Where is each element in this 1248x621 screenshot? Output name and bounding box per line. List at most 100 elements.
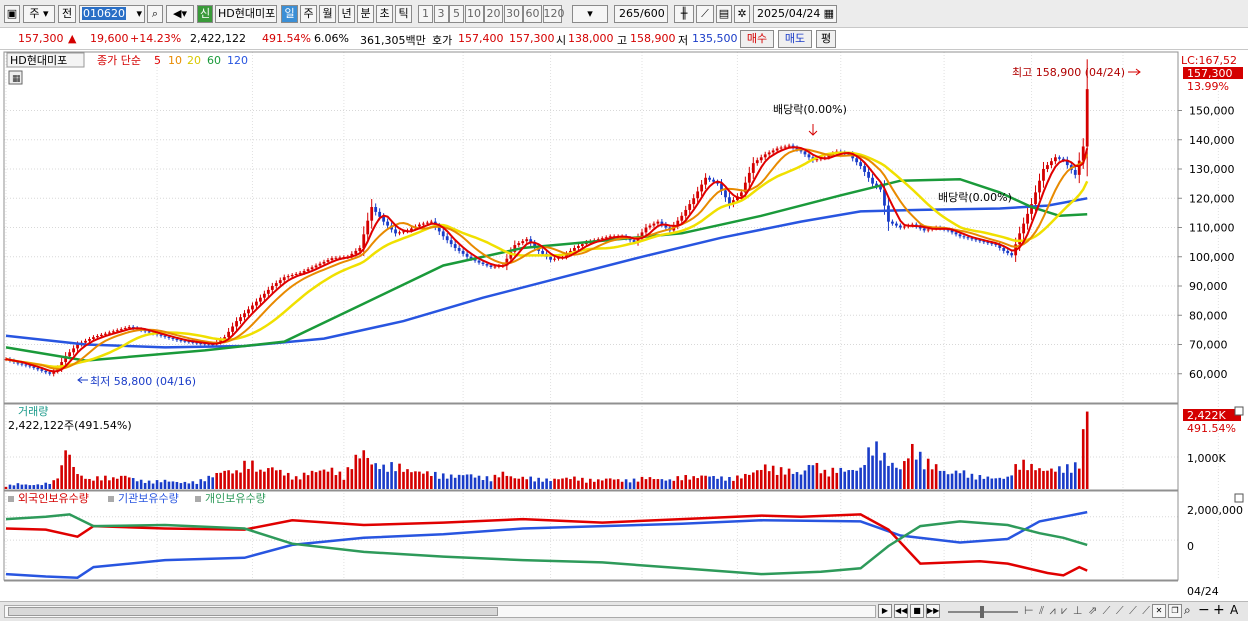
volume-bar <box>437 478 441 489</box>
scroll-thumb[interactable] <box>8 607 498 616</box>
magnifier-icon[interactable]: ⌕ <box>1184 603 1191 617</box>
period-tab-6[interactable]: 틱 <box>395 5 412 23</box>
interval-tab-5[interactable]: 5 <box>449 5 464 23</box>
zoom-out-icon[interactable]: − <box>1198 602 1210 618</box>
stock-code-input[interactable]: 010620 ▾ <box>79 5 145 23</box>
volume-bar <box>271 467 274 489</box>
period-tab-3[interactable]: 년 <box>338 5 355 23</box>
eval-button[interactable]: 평 <box>816 30 836 48</box>
date-axis-strip <box>0 581 1248 601</box>
volume-bar <box>565 477 568 489</box>
copy-icon[interactable]: ❐ <box>1168 604 1182 618</box>
candle-body <box>489 265 493 267</box>
volume-value: 2,422,122 <box>190 32 246 45</box>
candle-body <box>688 204 692 210</box>
interval-tab-120[interactable]: 120 <box>542 5 565 23</box>
save-icon[interactable]: ▤ <box>716 5 732 23</box>
period-tab-1[interactable]: 주 <box>300 5 317 23</box>
period-tab-4[interactable]: 분 <box>357 5 374 23</box>
candle-body <box>759 157 763 161</box>
period-type-select[interactable]: 주 ▾ <box>23 5 55 23</box>
price-tick-label: 70,000 <box>1189 339 1228 352</box>
candle-body <box>720 183 723 191</box>
eraser-icon[interactable]: ✕ <box>1152 604 1166 618</box>
drawing-tools-icon[interactable]: ⊢ ⫽ ⩘ ⩗ ⊥ ⇗ ⟋ ⟋ ⟋ ⟋ <box>1024 604 1151 617</box>
period-tab-0[interactable]: 일 <box>281 5 298 23</box>
count-field[interactable]: 265/600 <box>614 5 668 23</box>
search-icon[interactable]: ⌕ <box>147 5 163 23</box>
zoom-slider-handle[interactable] <box>980 606 984 618</box>
candle-body <box>1073 169 1077 175</box>
candle-body <box>696 191 700 199</box>
volume-bar <box>24 484 28 489</box>
volume-bar <box>577 480 580 489</box>
volume-bar <box>839 467 843 489</box>
interval-tab-1[interactable]: 1 <box>418 5 433 23</box>
volume-bar <box>962 470 966 489</box>
volume-bar <box>334 475 338 489</box>
holdings-panel-close-icon[interactable] <box>1234 493 1244 503</box>
candle-body <box>20 363 24 365</box>
volume-tag-pct: 491.54% <box>1187 422 1236 435</box>
zoom-in-icon[interactable]: + <box>1213 602 1225 618</box>
gear-icon[interactable]: ✲ <box>734 5 750 23</box>
volume-bar <box>1026 470 1029 489</box>
price-tick-label: 110,000 <box>1189 222 1235 235</box>
interval-tab-30[interactable]: 30 <box>503 5 523 23</box>
volume-bar <box>688 479 691 489</box>
window-icon[interactable]: ▣ <box>4 5 20 23</box>
candle-body <box>998 245 1002 248</box>
volume-bar <box>410 472 413 489</box>
interval-select[interactable]: ▾ <box>572 5 608 23</box>
price-tick-label: 130,000 <box>1189 163 1235 176</box>
buy-button[interactable]: 매수 <box>740 30 774 48</box>
interval-tab-60[interactable]: 60 <box>523 5 542 23</box>
candle-body <box>879 186 882 190</box>
chart-area[interactable]: 150,000 140,000 130,000 120,000 110,000 100,0… <box>0 50 1248 601</box>
stock-label: HD현대미포 <box>10 54 67 67</box>
volume-bar <box>267 468 270 489</box>
candle-body <box>338 257 342 259</box>
high-arrow-icon <box>1128 68 1141 76</box>
volume-title: 거래량 <box>18 405 48 418</box>
interval-tab-10[interactable]: 10 <box>464 5 484 23</box>
candle-type-icon[interactable]: ╫ <box>674 5 694 23</box>
candle-body <box>946 229 950 231</box>
volume-bar <box>930 469 934 489</box>
sell-button[interactable]: 매도 <box>778 30 812 48</box>
candle-body <box>883 189 886 206</box>
volume-bar <box>127 477 131 489</box>
scroll-track[interactable] <box>4 605 876 618</box>
price-tick-label: 90,000 <box>1189 280 1228 293</box>
scroll-right-icon[interactable]: ▶ <box>878 604 892 618</box>
candle-body <box>481 262 485 265</box>
rewind-icon[interactable]: ◀◀ <box>894 604 908 618</box>
volume-bar <box>195 483 199 489</box>
calculator-icon[interactable] <box>8 70 23 85</box>
grid <box>4 52 1219 580</box>
change-percent: +14.23% <box>130 32 182 45</box>
candle-body <box>1085 89 1089 147</box>
date-field[interactable]: 2025/04/24 ▦ <box>753 5 837 23</box>
candle-body <box>887 205 890 222</box>
volume-panel-close-icon[interactable] <box>1234 406 1244 416</box>
interval-tab-20[interactable]: 20 <box>484 5 503 23</box>
volume-bar <box>346 467 350 489</box>
prev-button[interactable]: 전 <box>58 5 76 23</box>
fast-forward-icon[interactable]: ▶▶ <box>926 604 940 618</box>
quote-bar: 157,300 ▲ 19,600 +14.23% 2,422,122 491.5… <box>0 28 1248 50</box>
speaker-icon[interactable]: ◀▾ <box>166 5 194 23</box>
volume-bar <box>1038 468 1041 489</box>
line-draw-icon[interactable]: ⟋ <box>696 5 714 23</box>
ma120-legend: 120 <box>227 54 248 67</box>
period-tab-2[interactable]: 월 <box>319 5 336 23</box>
volume-bar <box>632 478 636 489</box>
interval-tab-3[interactable]: 3 <box>433 5 449 23</box>
period-tab-5[interactable]: 초 <box>376 5 393 23</box>
volume-bar <box>907 458 910 489</box>
candle-body <box>306 269 310 272</box>
price-tick-label: 80,000 <box>1189 309 1228 322</box>
text-tool-icon[interactable]: A <box>1230 603 1239 617</box>
stop-icon[interactable]: ■ <box>910 604 924 618</box>
stock-chart[interactable]: 150,000 140,000 130,000 120,000 110,000 100,0… <box>0 50 1248 601</box>
